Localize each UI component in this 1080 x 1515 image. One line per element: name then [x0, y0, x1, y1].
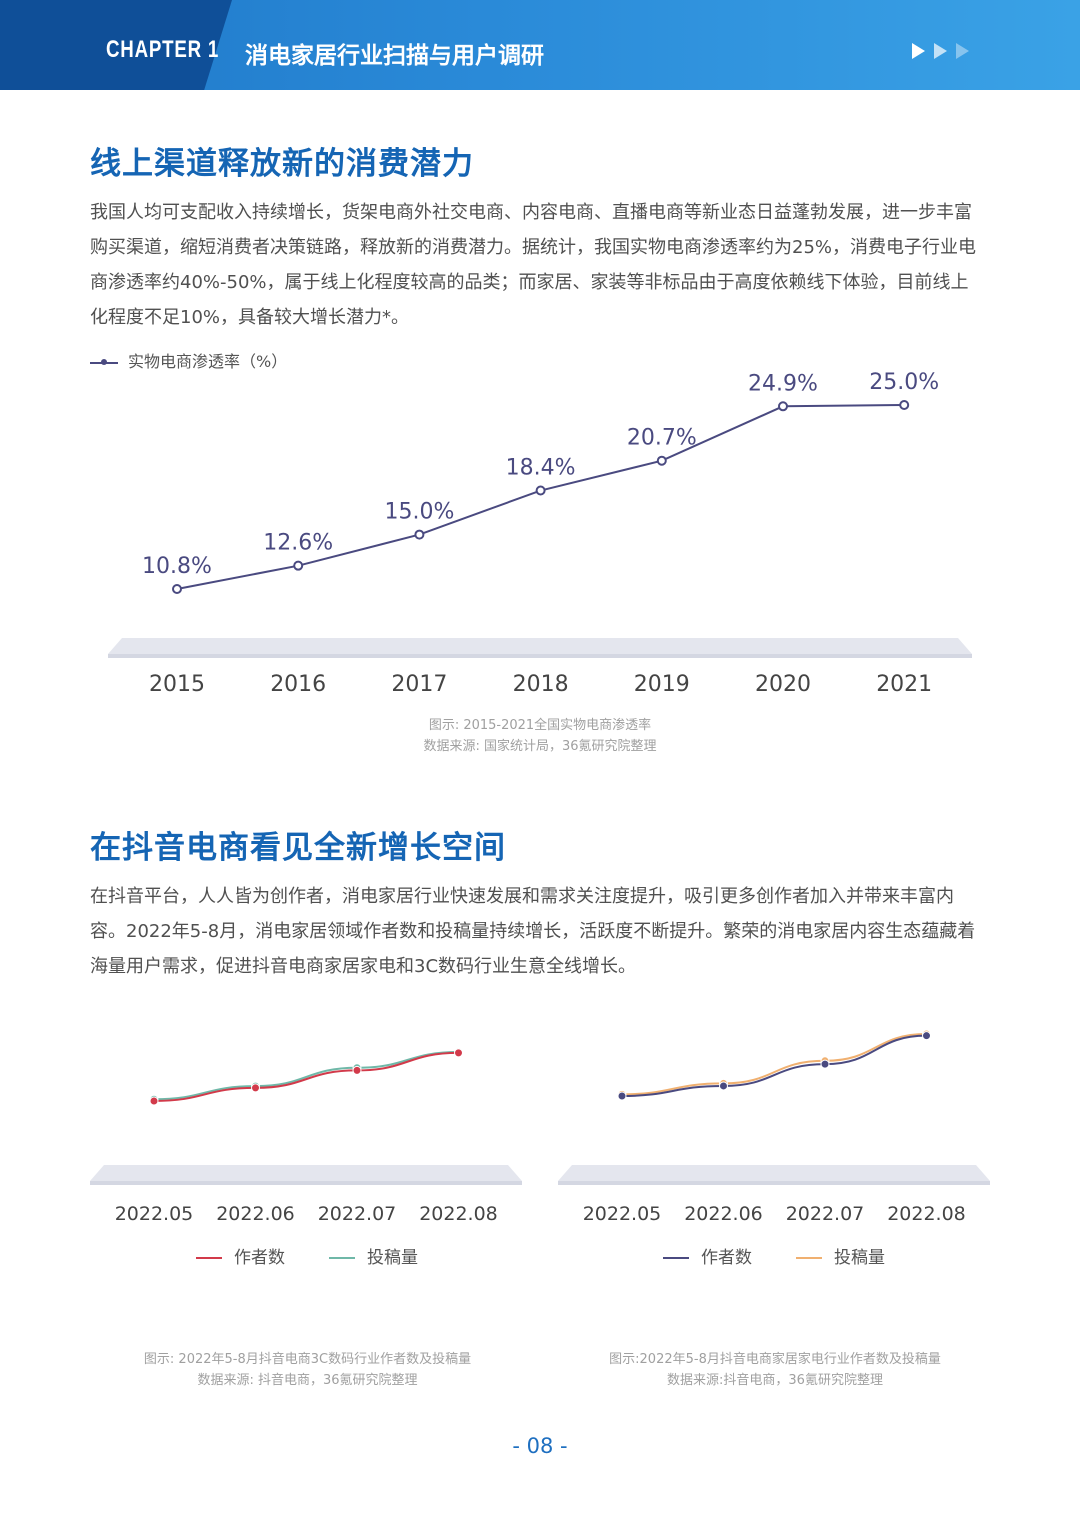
chart1-caption: 图示: 2015-2021全国实物电商渗透率 数据来源: 国家统计局，36氪研究… — [340, 715, 740, 757]
legend-label: 作者数 — [234, 1248, 285, 1268]
data-point — [535, 485, 546, 496]
chart-platform-edge — [558, 1181, 990, 1185]
data-point — [899, 400, 910, 410]
header-title: 消电家居行业扫描与用户调研 — [245, 43, 544, 69]
series-line — [153, 1051, 459, 1101]
legend-line-icon — [663, 1257, 689, 1259]
page-header: CHAPTER 1 消电家居行业扫描与用户调研 — [0, 0, 1080, 90]
x-tick-label: 2022.06 — [216, 1203, 295, 1225]
x-tick-label: 2019 — [634, 672, 690, 697]
page-number: - 08 - — [512, 1434, 568, 1458]
paragraph-line: 海量用户需求，促进抖音电商家居家电和3C数码行业生意全线增长。 — [90, 956, 637, 977]
caption-title: 图示: 2022年5-8月抖音电商3C数码行业作者数及投稿量 — [143, 1352, 472, 1367]
legend-label: 实物电商渗透率（%） — [128, 352, 288, 371]
chart-platform-edge — [108, 654, 972, 658]
chart-platform — [108, 638, 972, 654]
data-point — [454, 1048, 463, 1058]
section2-title: 在抖音电商看见全新增长空间 — [90, 830, 506, 866]
data-label: 12.6% — [263, 531, 333, 556]
x-tick-label: 2017 — [391, 672, 447, 697]
chart2-caption: 图示: 2022年5-8月抖音电商3C数码行业作者数及投稿量 数据来源: 抖音电… — [90, 1349, 525, 1391]
data-point — [172, 584, 182, 594]
caption-source: 数据来源:抖音电商，36氪研究院整理 — [667, 1373, 883, 1388]
data-point — [820, 1059, 830, 1069]
legend-marker-icon — [90, 358, 118, 365]
data-point — [149, 1096, 159, 1106]
chart3-caption: 图示:2022年5-8月抖音电商家居家电行业作者数及投稿量 数据来源:抖音电商，… — [555, 1349, 995, 1391]
caption-title: 图示: 2015-2021全国实物电商渗透率 — [428, 718, 652, 733]
legend-line-icon — [329, 1257, 355, 1259]
x-tick-label: 2022.07 — [786, 1203, 865, 1225]
paragraph-line: 化程度不足10%，具备较大增长潜力*。 — [90, 307, 410, 328]
3c-creators-line-chart: 2022.05 2022.06 2022.07 2022.08 — [90, 1047, 522, 1225]
data-point — [251, 1083, 260, 1093]
data-point — [352, 1065, 362, 1075]
legend-line-icon — [796, 1257, 822, 1259]
caption-source: 数据来源: 抖音电商，36氪研究院整理 — [197, 1373, 418, 1388]
series-line — [176, 404, 905, 590]
data-label: 15.0% — [384, 500, 454, 525]
x-tick-label: 2016 — [270, 672, 326, 697]
home-appliance-creators-line-chart: 2022.05 2022.06 2022.07 2022.08 — [558, 1029, 990, 1225]
section2-paragraph: 在抖音平台，人人皆为创作者，消电家居行业快速发展和需求关注度提升，吸引更多创作者… — [90, 879, 995, 984]
chart-platform — [558, 1165, 990, 1181]
x-tick-label: 2020 — [755, 672, 811, 697]
legend-item: 投稿量 — [796, 1243, 885, 1268]
paragraph-line: 商渗透率约40%-50%，属于线上化程度较高的品类；而家居、家装等非标品由于高度… — [90, 272, 969, 293]
x-tick-label: 2022.08 — [887, 1203, 966, 1225]
series-line — [153, 1051, 459, 1102]
series-line — [621, 1034, 927, 1097]
chart-platform — [90, 1165, 522, 1181]
x-tick-label: 2015 — [149, 672, 205, 697]
paragraph-line: 购买渠道，缩短消费者决策链路，释放新的消费潜力。据统计，我国实物电商渗透率约为2… — [90, 237, 977, 258]
play-arrow-icon — [912, 43, 925, 59]
data-point — [778, 401, 788, 412]
data-label: 20.7% — [627, 426, 697, 451]
data-point — [414, 529, 425, 540]
series-line — [621, 1033, 927, 1096]
header-chapter-band — [0, 0, 232, 90]
legend-item: 作者数 — [663, 1243, 752, 1268]
section1-title: 线上渠道释放新的消费潜力 — [90, 146, 474, 182]
paragraph-line: 我国人均可支配收入持续增长，货架电商外社交电商、内容电商、直播电商等新业态日益蓬… — [90, 202, 972, 223]
play-arrow-icon — [934, 43, 947, 59]
x-tick-label: 2018 — [513, 672, 569, 697]
play-arrow-icon — [956, 43, 969, 59]
paragraph-line: 在抖音平台，人人皆为创作者，消电家居行业快速发展和需求关注度提升，吸引更多创作者… — [90, 886, 954, 907]
data-point — [719, 1081, 728, 1091]
x-tick-label: 2022.05 — [115, 1203, 194, 1225]
x-tick-label: 2021 — [876, 672, 932, 697]
legend-item: 投稿量 — [329, 1243, 418, 1268]
paragraph-line: 容。2022年5-8月，消电家居领域作者数和投稿量持续增长，活跃度不断提升。繁荣… — [90, 921, 976, 942]
x-tick-label: 2022.05 — [583, 1203, 662, 1225]
data-label: 10.8% — [142, 554, 212, 579]
data-point — [293, 560, 304, 571]
data-point — [656, 455, 667, 466]
chapter-label: CHAPTER 1 — [106, 36, 220, 63]
chart-platform-edge — [90, 1181, 522, 1185]
data-label: 18.4% — [506, 456, 576, 481]
data-label: 24.9% — [748, 371, 818, 396]
data-point — [922, 1031, 931, 1041]
legend-label: 作者数 — [701, 1248, 752, 1268]
penetration-line-chart: 10.8% 12.6% 15.0% 18.4% 20.7% 24.9% 25.0% 2015 2… — [108, 370, 972, 697]
x-tick-label: 2022.06 — [684, 1203, 763, 1225]
caption-source: 数据来源: 国家统计局，36氪研究院整理 — [423, 739, 657, 754]
legend-label: 投稿量 — [367, 1248, 418, 1268]
data-label: 25.0% — [869, 370, 939, 395]
x-tick-label: 2022.07 — [318, 1203, 397, 1225]
section1-paragraph: 我国人均可支配收入持续增长，货架电商外社交电商、内容电商、直播电商等新业态日益蓬… — [90, 195, 995, 335]
legend-line-icon — [196, 1257, 222, 1259]
legend-label: 投稿量 — [834, 1248, 885, 1268]
caption-title: 图示:2022年5-8月抖音电商家居家电行业作者数及投稿量 — [609, 1352, 941, 1367]
chart1-legend: 实物电商渗透率（%） — [90, 348, 287, 372]
x-tick-label: 2022.08 — [419, 1203, 498, 1225]
data-point — [617, 1091, 627, 1101]
legend-item: 作者数 — [196, 1243, 285, 1268]
